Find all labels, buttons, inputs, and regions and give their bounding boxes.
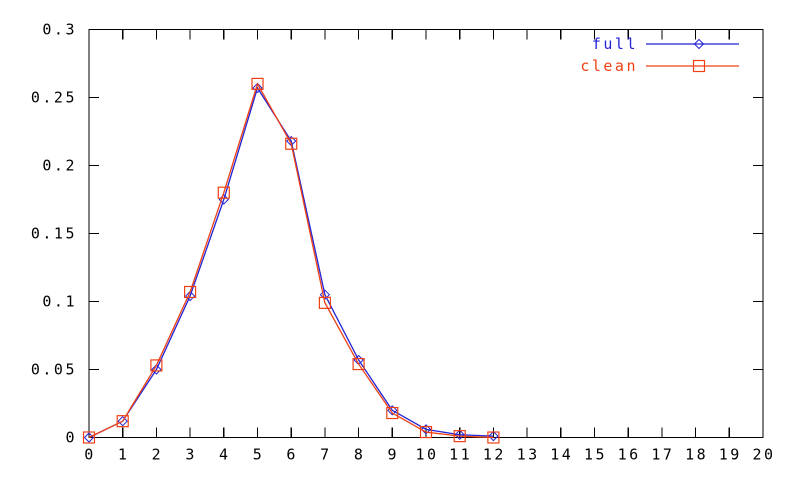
- x-tick-label: 19: [719, 446, 742, 464]
- x-tick-label: 13: [517, 446, 540, 464]
- series-marker-clean: [453, 430, 466, 443]
- series-marker-clean: [150, 359, 163, 372]
- y-tick-label: 0: [65, 429, 77, 447]
- y-tick-label: 0.3: [42, 21, 77, 39]
- x-tick-label: 12: [483, 446, 506, 464]
- series-marker-full: [252, 82, 263, 94]
- x-tick-label: 7: [320, 446, 332, 464]
- x-tick-label: 1: [118, 446, 130, 464]
- series-marker-clean: [184, 285, 197, 299]
- y-tick-label: 0.15: [31, 225, 77, 243]
- series-marker-full: [83, 432, 95, 443]
- series-marker-clean: [285, 137, 298, 150]
- series-marker-full: [151, 364, 162, 375]
- series-marker-clean: [487, 431, 500, 444]
- legend-marker-clean: [692, 59, 706, 73]
- legend-label-clean: clean: [580, 57, 638, 75]
- series-marker-clean: [419, 425, 433, 439]
- legend-label-full: full: [592, 35, 638, 53]
- series-marker-full: [454, 429, 465, 440]
- x-tick-label: 17: [651, 446, 674, 464]
- series-marker-clean: [352, 357, 365, 371]
- y-tick-label: 0.2: [42, 157, 77, 175]
- x-tick-label: 20: [752, 446, 775, 464]
- x-tick-label: 16: [618, 446, 641, 464]
- x-tick-label: 3: [185, 446, 197, 464]
- x-tick-label: 4: [219, 446, 231, 464]
- series-marker-clean: [251, 77, 264, 91]
- x-tick-label: 10: [415, 446, 438, 464]
- x-tick-label: 2: [152, 446, 164, 464]
- x-tick-label: 14: [550, 446, 573, 464]
- series-marker-full: [117, 415, 128, 427]
- x-tick-label: 0: [84, 446, 96, 464]
- x-tick-label: 11: [449, 446, 472, 464]
- series-marker-clean: [386, 406, 399, 420]
- x-tick-label: 15: [584, 446, 607, 464]
- x-tick-label: 9: [388, 446, 400, 464]
- series-marker-full: [353, 354, 364, 366]
- x-tick-label: 5: [253, 446, 265, 464]
- series-marker-clean: [318, 296, 331, 309]
- series-marker-clean: [82, 431, 96, 444]
- series-marker-full: [184, 290, 196, 302]
- x-tick-label: 8: [354, 446, 366, 464]
- legend-marker-full: [693, 38, 705, 50]
- plot-border: [88, 28, 764, 439]
- series-marker-full: [488, 430, 499, 442]
- series-marker-clean: [217, 186, 230, 199]
- x-tick-label: 18: [685, 446, 708, 464]
- x-tick-label: 6: [286, 446, 298, 464]
- y-tick-label: 0.1: [42, 293, 77, 311]
- y-tick-label: 0.25: [31, 89, 77, 107]
- y-tick-label: 0.05: [31, 361, 77, 379]
- series-marker-clean: [116, 415, 129, 428]
- series-line-full: [88, 86, 494, 439]
- series-line-clean: [88, 82, 494, 439]
